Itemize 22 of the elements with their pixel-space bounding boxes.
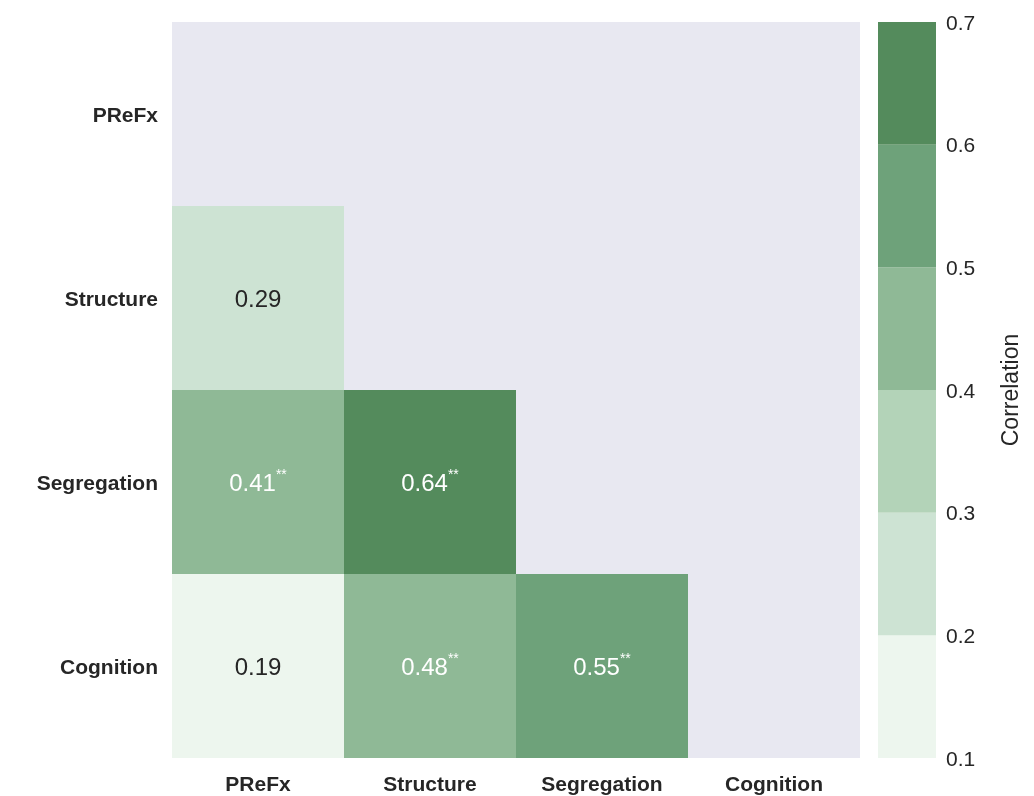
y-tick-label: Segregation bbox=[36, 470, 158, 494]
y-tick-label: Structure bbox=[64, 286, 158, 310]
y-tick-label: PReFx bbox=[92, 102, 159, 126]
x-tick-label: Segregation bbox=[541, 771, 663, 795]
x-tick-label: Cognition bbox=[725, 771, 823, 795]
x-tick-label: Structure bbox=[383, 771, 477, 795]
color-bar-label: 0.6 bbox=[946, 133, 976, 157]
data-label: 0.41$^{**}$ bbox=[229, 466, 288, 496]
color-bar-title: Correlation bbox=[997, 333, 1023, 447]
data-label: 0.55$^{**}$ bbox=[573, 650, 632, 680]
x-tick-label: PReFx bbox=[225, 771, 291, 795]
color-bar-label: 0.1 bbox=[946, 746, 976, 770]
color-bar-label: 0.4 bbox=[946, 378, 976, 402]
data-label: 0.48$^{**}$ bbox=[401, 650, 460, 680]
data-label: 0.19 bbox=[234, 652, 282, 680]
y-tick-label: Cognition bbox=[60, 654, 158, 678]
color-bar-label: 0.5 bbox=[946, 255, 976, 279]
data-label: 0.64$^{**}$ bbox=[401, 466, 460, 496]
data-label: 0.29 bbox=[234, 284, 282, 312]
color-bar-label: 0.3 bbox=[946, 501, 976, 525]
color-bar-label: 0.2 bbox=[946, 623, 976, 647]
color-bar-label: 0.7 bbox=[946, 10, 976, 34]
